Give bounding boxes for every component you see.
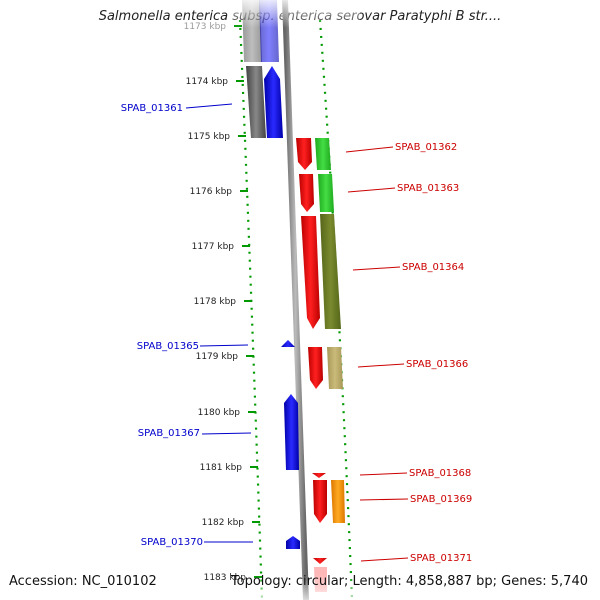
cog-gray-block [246,66,266,138]
gene-label-leader [359,472,408,476]
cog-orange-block [331,480,345,523]
outer-ring-guide [318,19,354,600]
gene-label-spab-01366[interactable]: SPAB_01366 [406,359,468,370]
gene-label-leader [357,363,405,368]
cds-spab-01371 [313,558,327,564]
gene-label-leader [199,344,249,347]
gene-label-leader [201,432,252,435]
gene-label-spab-01369[interactable]: SPAB_01369 [410,494,472,505]
scale-tick-label: 1174 kbp [186,77,229,87]
gene-label-spab-01367[interactable]: SPAB_01367 [138,428,200,439]
scale-tick-label: 1183 kbp [204,573,247,583]
fade-bottom-overlay [230,575,360,600]
gene-label-spab-01371[interactable]: SPAB_01371 [410,553,472,564]
cog-green-block-1 [315,138,331,170]
scale-tick-label: 1178 kbp [194,297,237,307]
gene-label-leader [347,187,396,193]
gene-label-spab-01365[interactable]: SPAB_01365 [137,341,199,352]
fade-top-overlay [230,0,360,28]
accession-text: Accession: NC_010102 [9,574,157,589]
cds-spab-01361 [264,66,283,138]
scale-tick-label: 1179 kbp [196,352,239,362]
cog-olive-block [320,214,341,329]
cds-spab-01362 [296,138,312,170]
scale-tick-label: 1181 kbp [200,463,243,473]
cds-spab-01370 [286,536,300,549]
cds-spab-01369 [313,480,327,523]
gene-label-spab-01361[interactable]: SPAB_01361 [121,103,183,114]
scale-tick-label: 1182 kbp [202,518,245,528]
gene-label-leader [360,557,409,562]
backbone-ring [282,0,309,600]
gene-label-spab-01363[interactable]: SPAB_01363 [397,183,459,194]
cog-green-block-2 [318,174,334,212]
gene-label-spab-01368[interactable]: SPAB_01368 [409,468,471,479]
cds-spab-01367 [284,394,299,470]
scale-tick-label: 1173 kbp [184,22,227,32]
gene-label-leader [345,146,394,153]
gene-label-leader [359,498,409,501]
gene-labels: SPAB_01361 SPAB_01362 SPAB_01363 SPAB_01364… [121,103,473,564]
cog-forward-ring [315,138,345,523]
scale-tick-label: 1177 kbp [192,242,235,252]
cog-khaki-block [327,347,343,389]
gene-label-leader [185,103,233,109]
forward-cds-ring [296,138,327,592]
gene-label-spab-01362[interactable]: SPAB_01362 [395,142,457,153]
cds-spab-01365 [281,340,295,347]
scale-tick-label: 1176 kbp [190,187,233,197]
cds-spab-01366 [308,347,323,389]
cds-spab-01368 [312,473,326,478]
scale-ticks: 1173 kbp 1174 kbp 1175 kbp 1176 kbp 1177 kbp… [184,22,262,583]
gene-label-leader [352,266,401,271]
gene-label-spab-01364[interactable]: SPAB_01364 [402,262,464,273]
cds-spab-01363 [299,174,314,212]
gene-label-spab-01370[interactable]: SPAB_01370 [141,537,203,548]
cds-spab-01364 [301,216,320,329]
inner-ring-guide [238,19,264,600]
topology-summary: Topology: circular; Length: 4,858,887 bp… [230,574,588,589]
scale-tick-label: 1175 kbp [188,132,231,142]
scale-tick-label: 1180 kbp [198,408,241,418]
ring-guides [238,19,354,600]
